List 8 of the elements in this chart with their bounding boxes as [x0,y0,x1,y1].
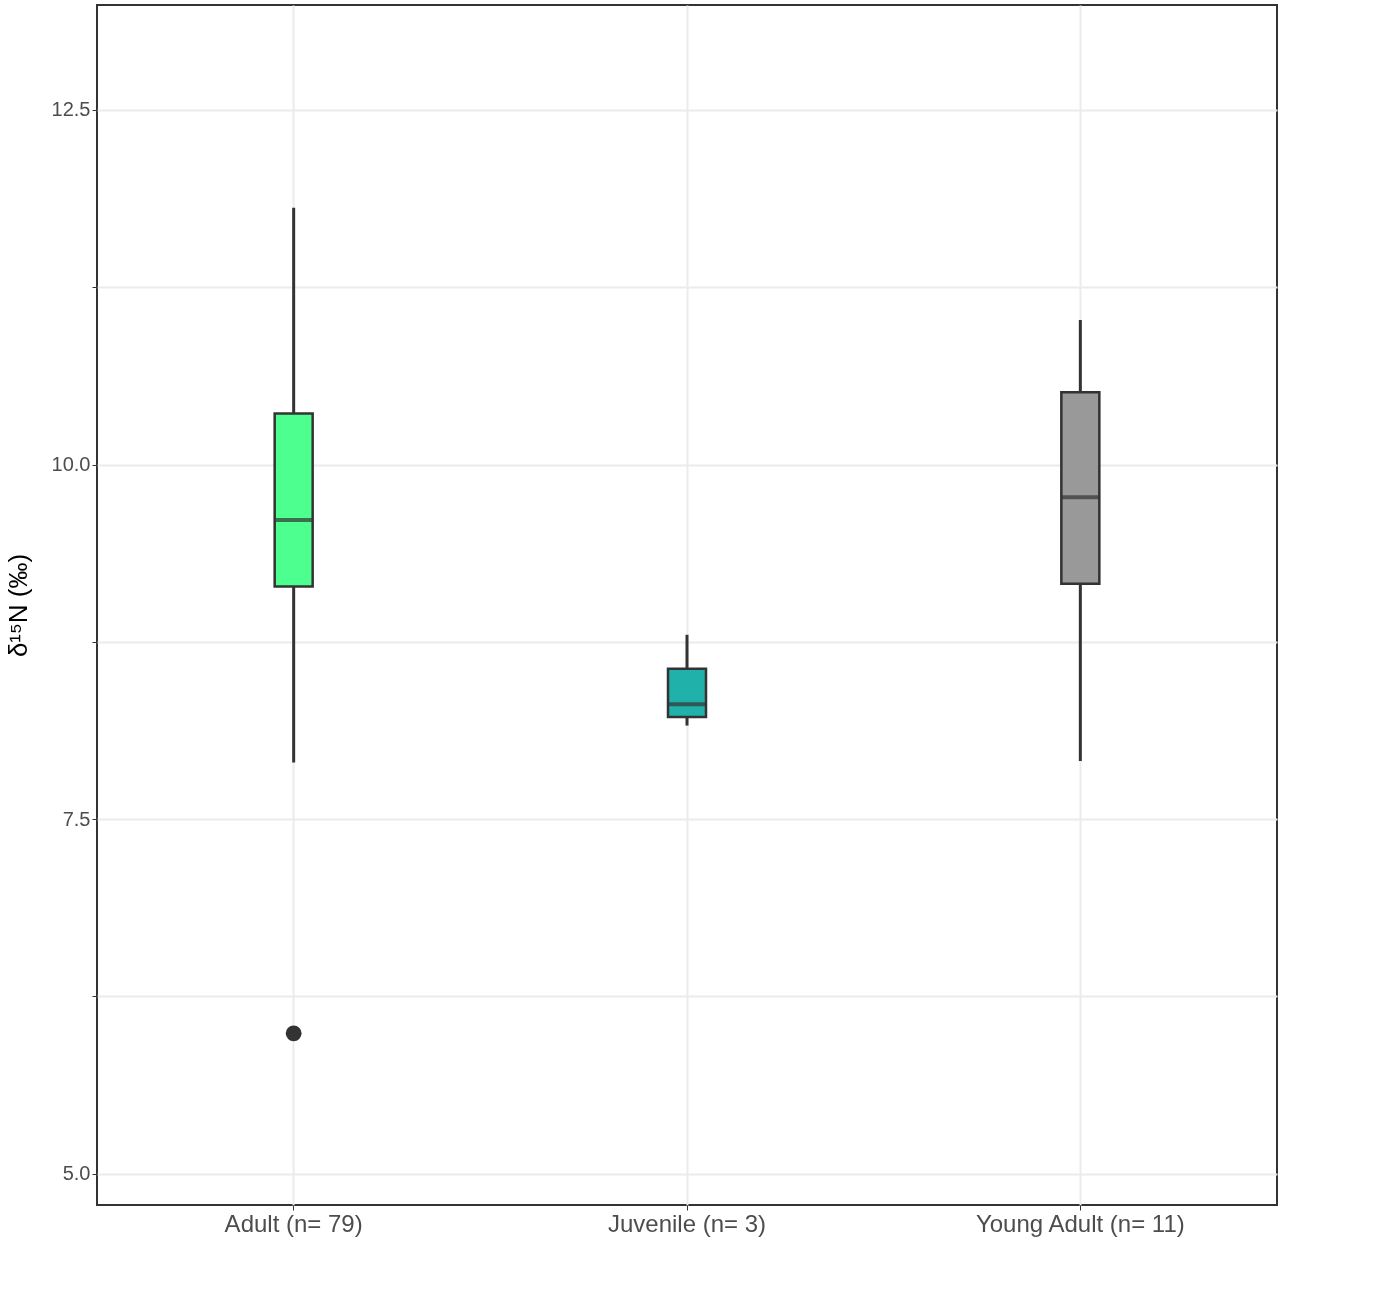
y-tick-label: 12.5 [51,98,91,121]
y-tick-label: 10.0 [51,453,91,476]
y-tick-label: 5.0 [62,1162,91,1185]
y-axis-title: δ¹⁵N (‰) [2,553,33,658]
x-tick-label: Juvenile (n= 3) [607,1209,767,1237]
y-tick-label: 7.5 [62,807,91,830]
x-tick-label: Young Adult (n= 11) [975,1209,1185,1237]
x-tick-label: Adult (n= 79) [224,1209,363,1237]
